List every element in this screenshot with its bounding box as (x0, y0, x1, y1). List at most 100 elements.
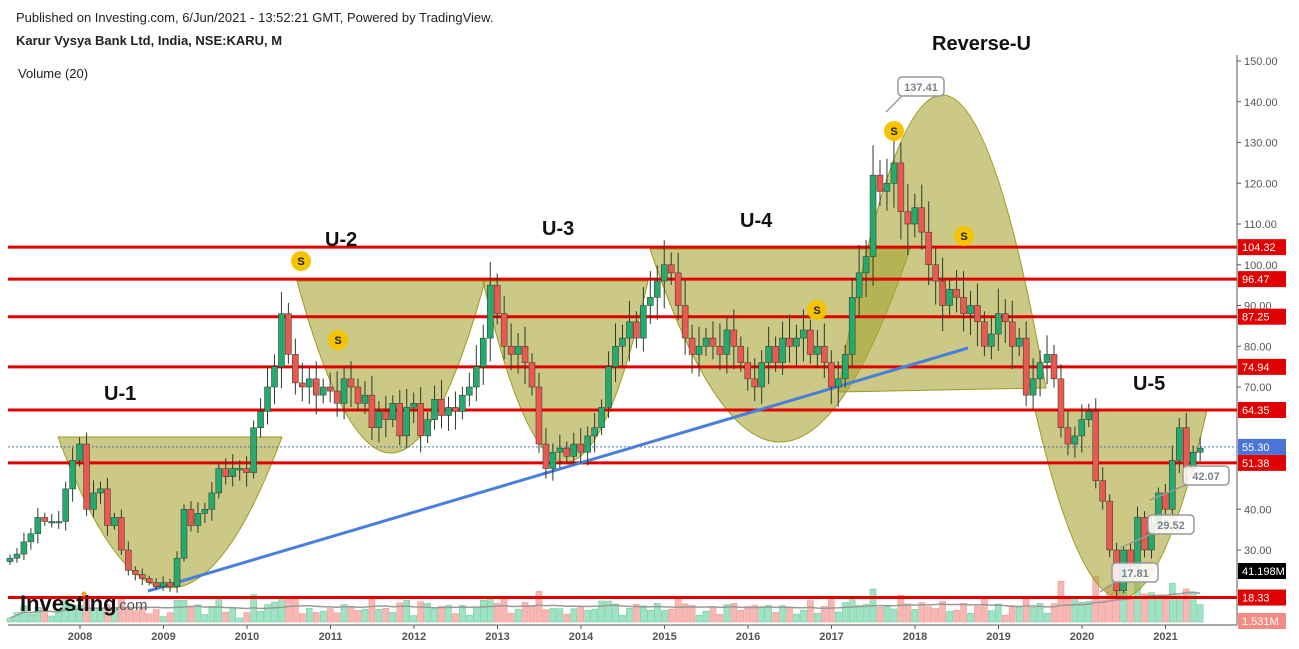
candle (138, 574, 146, 579)
volume-bar (723, 604, 731, 623)
candle (953, 288, 960, 298)
volume-bar (786, 606, 793, 623)
level-price-label-bg (1238, 402, 1286, 419)
y-tick-label: 30.00 (1244, 545, 1272, 557)
candle (500, 313, 508, 347)
candle (215, 468, 223, 494)
volume-bar (222, 611, 230, 623)
volume-bar (591, 608, 598, 623)
volume-bar (932, 608, 939, 623)
volume-bar (967, 612, 974, 623)
volume-bar (633, 604, 640, 623)
volume-bar (500, 597, 508, 623)
volume-bar (702, 610, 710, 623)
volume-bar (730, 603, 738, 623)
level-price-label-bg (1238, 358, 1286, 375)
volume-bar (354, 610, 362, 623)
y-tick-label: 100.00 (1244, 260, 1278, 272)
callout-box (897, 76, 945, 97)
level-price-label-bg (1238, 454, 1286, 471)
volume-bar (299, 613, 306, 623)
level-price-label: 51.38 (1242, 458, 1270, 470)
chart-title: Karur Vysya Bank Ltd, India, NSE:KARU, M (16, 33, 283, 48)
volume-bar (1127, 596, 1134, 623)
candle (466, 386, 473, 396)
candle (473, 366, 480, 388)
candle (145, 578, 153, 583)
candle (6, 557, 14, 562)
candle (647, 297, 654, 306)
candle (688, 337, 696, 355)
callout-pointer (1119, 532, 1154, 549)
candle (939, 280, 946, 306)
candle (299, 382, 306, 388)
volume-bar (619, 614, 626, 623)
volume-bar (995, 603, 1002, 623)
candle (1092, 411, 1100, 481)
candle (1022, 337, 1030, 396)
volume-bar (1169, 582, 1176, 623)
candle (34, 517, 42, 534)
candle (988, 333, 995, 347)
candle (702, 337, 710, 347)
published-note: Published on Investing.com, 6/Jun/2021 -… (16, 10, 494, 25)
candle (424, 419, 431, 437)
callout-value: 17.81 (1121, 568, 1149, 580)
volume-bar (389, 612, 397, 623)
volume-bar (69, 604, 76, 623)
y-tick-label: 40.00 (1244, 504, 1272, 516)
candle (48, 521, 56, 524)
x-tick-label: 2010 (235, 631, 259, 643)
volume-bar (138, 606, 146, 623)
candle (695, 346, 703, 355)
level-price-label: 74.94 (1242, 362, 1270, 374)
volume-bar (577, 605, 585, 623)
callout-box (1182, 465, 1230, 486)
current-price-label: 55.30 (1242, 442, 1270, 454)
candle (1064, 427, 1072, 445)
volume-bar (125, 608, 132, 623)
candle (271, 366, 278, 388)
candle (166, 582, 174, 587)
volume-bar (939, 601, 946, 623)
callout-value: 29.52 (1157, 520, 1185, 532)
candle (995, 313, 1002, 335)
y-tick-label: 140.00 (1244, 97, 1278, 109)
candle (1036, 362, 1044, 380)
volume-bar (598, 600, 605, 623)
candle (208, 492, 216, 510)
volume-min-label: 1.531M (1242, 616, 1279, 628)
candle (1002, 313, 1009, 323)
candle (542, 443, 550, 469)
callout-value: 137.41 (904, 82, 938, 94)
volume-bar (159, 616, 167, 623)
volume-bar (152, 609, 160, 623)
candle (410, 403, 417, 408)
candle (974, 305, 981, 323)
volume-bar (187, 607, 195, 623)
candle (1134, 517, 1141, 567)
candle (69, 460, 76, 490)
volume-bar (431, 608, 438, 623)
candle (229, 468, 236, 477)
volume-bar (1175, 595, 1183, 623)
volume-bar (76, 605, 83, 623)
volume-bar (681, 603, 689, 623)
volume-bar (563, 613, 571, 623)
volume-bar (326, 608, 334, 623)
candle (848, 297, 856, 355)
volume-bar (1148, 592, 1155, 623)
volume-bar (166, 612, 174, 623)
x-tick-label: 2008 (68, 631, 92, 643)
candle (354, 386, 362, 404)
candle (981, 321, 988, 347)
volume-bar (814, 612, 821, 623)
volume-bar (953, 609, 960, 623)
signal-marker-text: S (960, 231, 967, 243)
candle (97, 488, 104, 494)
x-tick-label: 2017 (819, 631, 843, 643)
candle (730, 329, 738, 347)
volume-bar (48, 615, 56, 623)
level-price-label-bg (1238, 271, 1286, 288)
